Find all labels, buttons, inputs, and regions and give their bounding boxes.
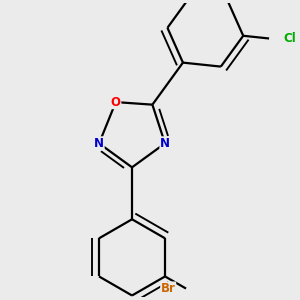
Text: N: N xyxy=(160,137,170,150)
Text: N: N xyxy=(94,137,104,150)
Text: Br: Br xyxy=(161,282,176,295)
Text: O: O xyxy=(111,96,121,109)
Text: Cl: Cl xyxy=(283,32,296,45)
